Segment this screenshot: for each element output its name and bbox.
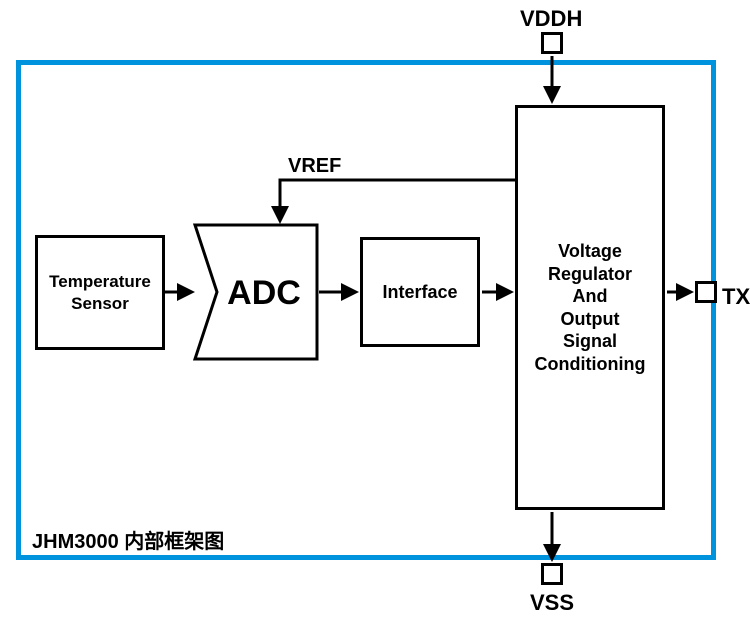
pin-tx xyxy=(695,281,717,303)
pin-vddh xyxy=(541,32,563,54)
block-voltage-regulator: VoltageRegulatorAndOutputSignalCondition… xyxy=(515,105,665,510)
block-label: TemperatureSensor xyxy=(49,271,151,314)
label-vddh: VDDH xyxy=(520,6,582,32)
block-label: VoltageRegulatorAndOutputSignalCondition… xyxy=(535,240,646,375)
pin-vss xyxy=(541,563,563,585)
label-vss: VSS xyxy=(530,590,574,616)
label-tx: TX xyxy=(722,284,750,310)
diagram-canvas: TemperatureSensor Interface VoltageRegul… xyxy=(0,0,750,632)
block-interface: Interface xyxy=(360,237,480,347)
block-temperature-sensor: TemperatureSensor xyxy=(35,235,165,350)
block-label: Interface xyxy=(382,281,457,304)
label-vref: VREF xyxy=(288,155,341,178)
diagram-title: JHM3000 内部框架图 xyxy=(32,525,224,554)
